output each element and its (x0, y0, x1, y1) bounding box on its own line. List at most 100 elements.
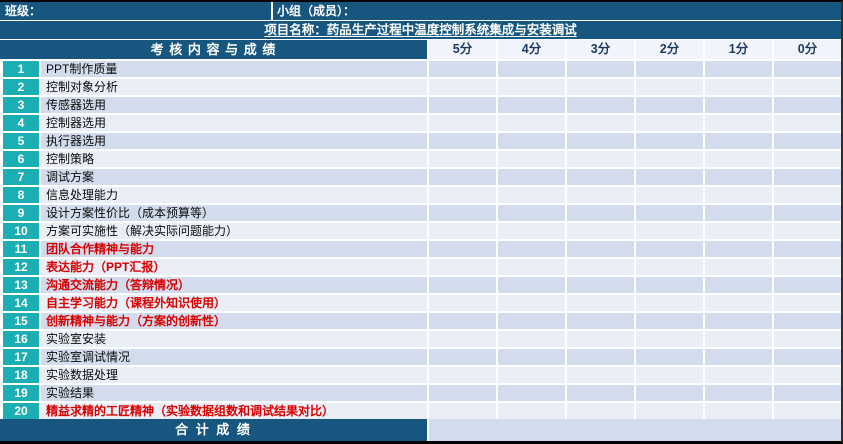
score-cell[interactable] (567, 61, 634, 77)
class-field[interactable]: 班级： (0, 2, 273, 20)
score-cell[interactable] (567, 259, 634, 275)
score-cell[interactable] (705, 241, 772, 257)
score-cell[interactable] (567, 205, 634, 221)
score-cell[interactable] (705, 259, 772, 275)
score-cell[interactable] (567, 385, 634, 401)
score-cell[interactable] (567, 115, 634, 131)
score-cell[interactable] (774, 259, 841, 275)
score-cell[interactable] (705, 367, 772, 383)
score-cell[interactable] (498, 205, 565, 221)
score-cell[interactable] (705, 79, 772, 95)
score-cell[interactable] (705, 205, 772, 221)
score-cell[interactable] (429, 403, 496, 419)
group-members-field[interactable]: 小组（成员）： (273, 2, 841, 20)
score-cell[interactable] (636, 349, 703, 365)
score-cell[interactable] (429, 151, 496, 167)
score-cell[interactable] (636, 259, 703, 275)
score-cell[interactable] (774, 97, 841, 113)
score-cell[interactable] (429, 295, 496, 311)
score-cell[interactable] (636, 61, 703, 77)
score-cell[interactable] (636, 385, 703, 401)
score-cell[interactable] (567, 295, 634, 311)
score-cell[interactable] (567, 331, 634, 347)
score-cell[interactable] (498, 385, 565, 401)
score-cell[interactable] (498, 79, 565, 95)
score-cell[interactable] (567, 187, 634, 203)
score-cell[interactable] (636, 169, 703, 185)
score-cell[interactable] (636, 115, 703, 131)
score-cell[interactable] (567, 349, 634, 365)
score-cell[interactable] (774, 403, 841, 419)
score-cell[interactable] (636, 367, 703, 383)
score-cell[interactable] (774, 241, 841, 257)
score-cell[interactable] (774, 385, 841, 401)
score-cell[interactable] (774, 151, 841, 167)
score-cell[interactable] (567, 223, 634, 239)
score-cell[interactable] (567, 79, 634, 95)
score-cell[interactable] (567, 169, 634, 185)
score-cell[interactable] (498, 97, 565, 113)
score-cell[interactable] (429, 115, 496, 131)
score-cell[interactable] (498, 349, 565, 365)
score-cell[interactable] (705, 97, 772, 113)
score-cell[interactable] (567, 97, 634, 113)
score-cell[interactable] (498, 115, 565, 131)
score-cell[interactable] (636, 403, 703, 419)
score-cell[interactable] (705, 151, 772, 167)
score-cell[interactable] (774, 367, 841, 383)
score-cell[interactable] (498, 241, 565, 257)
score-cell[interactable] (705, 223, 772, 239)
score-cell[interactable] (774, 61, 841, 77)
score-cell[interactable] (636, 331, 703, 347)
score-cell[interactable] (498, 367, 565, 383)
score-cell[interactable] (636, 133, 703, 149)
score-cell[interactable] (429, 79, 496, 95)
score-cell[interactable] (774, 331, 841, 347)
score-cell[interactable] (429, 331, 496, 347)
score-cell[interactable] (636, 151, 703, 167)
score-cell[interactable] (705, 295, 772, 311)
score-cell[interactable] (567, 277, 634, 293)
score-cell[interactable] (498, 277, 565, 293)
score-cell[interactable] (705, 61, 772, 77)
score-cell[interactable] (567, 403, 634, 419)
score-cell[interactable] (429, 187, 496, 203)
score-cell[interactable] (774, 115, 841, 131)
score-cell[interactable] (498, 151, 565, 167)
score-cell[interactable] (429, 205, 496, 221)
score-cell[interactable] (498, 169, 565, 185)
score-cell[interactable] (498, 223, 565, 239)
score-cell[interactable] (705, 133, 772, 149)
score-cell[interactable] (774, 223, 841, 239)
score-cell[interactable] (498, 259, 565, 275)
score-cell[interactable] (774, 169, 841, 185)
score-cell[interactable] (705, 349, 772, 365)
score-cell[interactable] (636, 97, 703, 113)
score-cell[interactable] (498, 133, 565, 149)
score-cell[interactable] (705, 313, 772, 329)
score-cell[interactable] (498, 187, 565, 203)
score-cell[interactable] (429, 385, 496, 401)
score-cell[interactable] (774, 313, 841, 329)
score-cell[interactable] (705, 331, 772, 347)
score-cell[interactable] (498, 313, 565, 329)
score-cell[interactable] (705, 403, 772, 419)
score-cell[interactable] (636, 241, 703, 257)
score-cell[interactable] (429, 97, 496, 113)
score-cell[interactable] (498, 295, 565, 311)
score-cell[interactable] (636, 205, 703, 221)
score-cell[interactable] (636, 223, 703, 239)
score-cell[interactable] (567, 151, 634, 167)
score-cell[interactable] (636, 277, 703, 293)
score-cell[interactable] (429, 367, 496, 383)
score-cell[interactable] (636, 313, 703, 329)
score-cell[interactable] (429, 277, 496, 293)
score-cell[interactable] (636, 187, 703, 203)
score-cell[interactable] (705, 187, 772, 203)
score-cell[interactable] (636, 79, 703, 95)
score-cell[interactable] (429, 133, 496, 149)
score-cell[interactable] (705, 169, 772, 185)
score-cell[interactable] (429, 241, 496, 257)
score-cell[interactable] (774, 349, 841, 365)
score-cell[interactable] (705, 385, 772, 401)
